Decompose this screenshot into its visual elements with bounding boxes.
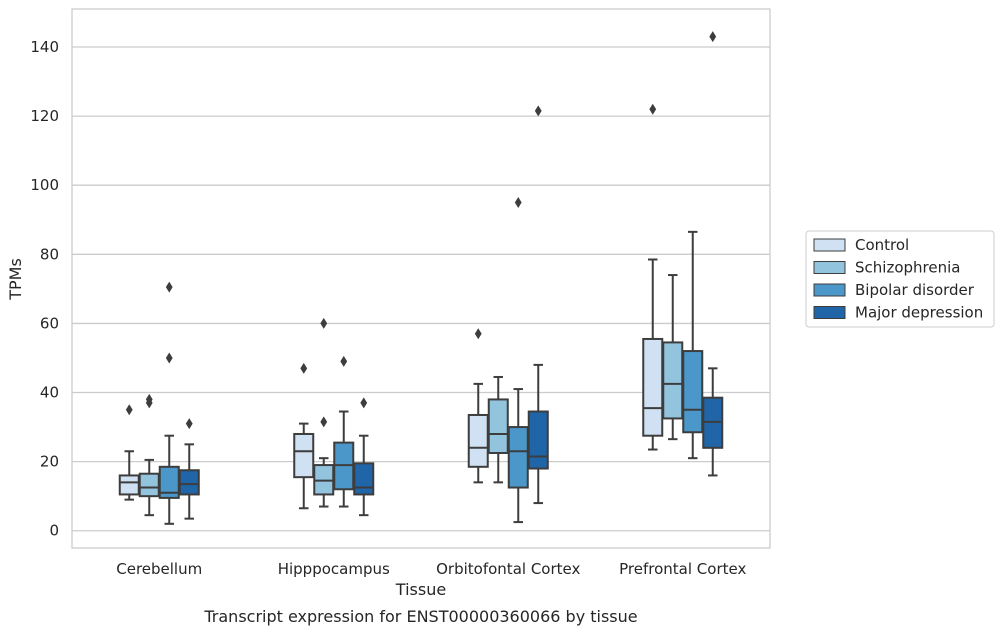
x-tick-label: Hipppocampus: [278, 560, 390, 578]
legend-label: Bipolar disorder: [855, 281, 975, 299]
iqr-box: [138, 472, 160, 498]
outlier-point: [145, 393, 153, 405]
outlier-point: [320, 317, 328, 329]
box-control: [118, 404, 140, 501]
legend-label: Major depression: [855, 304, 983, 322]
outlier-point: [474, 328, 482, 340]
iqr-box: [662, 341, 684, 420]
box-major-depression: [702, 31, 724, 477]
box-control: [642, 103, 664, 451]
x-axis-title: Tissue: [395, 580, 446, 599]
outlier-point: [514, 196, 522, 208]
box-major-depression: [178, 418, 200, 520]
outlier-point: [360, 397, 368, 409]
outlier-point: [165, 281, 173, 293]
x-tick-label: Prefrontal Cortex: [619, 560, 746, 578]
iqr-box: [487, 398, 509, 454]
box-groups: [118, 31, 724, 525]
box-major-depression: [527, 105, 549, 505]
y-tick-labels: 0 20 40 60 80 100 120 140: [30, 38, 59, 540]
iqr-box: [682, 350, 704, 434]
iqr-box: [178, 469, 200, 496]
iqr-box: [507, 426, 529, 489]
box-major-depression: [353, 397, 375, 517]
legend-label: Control: [855, 236, 909, 254]
outlier-point: [320, 416, 328, 428]
outlier-point: [125, 404, 133, 416]
outlier-point: [185, 418, 193, 430]
iqr-box: [467, 413, 489, 468]
box-bipolar-disorder: [507, 196, 529, 524]
x-tick-label: Orbitofontal Cortex: [436, 560, 580, 578]
legend-label: Schizophrenia: [855, 259, 960, 277]
box-schizophrenia: [313, 317, 335, 508]
legend-swatch: [813, 283, 846, 297]
legend-swatch: [813, 261, 846, 274]
legend: Control Schizophrenia Bipolar disorder Majo…: [805, 230, 995, 328]
x-tick-labels: Cerebellum Hipppocampus Orbitofontal Corte…: [116, 560, 746, 578]
box-control: [293, 362, 315, 510]
legend-frame: [805, 230, 995, 328]
iqr-box: [293, 432, 315, 479]
iqr-box: [353, 462, 375, 496]
chart-caption: Transcript expression for ENST0000036006…: [203, 607, 637, 626]
outlier-point: [709, 31, 717, 43]
iqr-box: [118, 474, 140, 496]
legend-items: Control Schizophrenia Bipolar disorder Majo…: [813, 236, 983, 322]
iqr-box: [642, 337, 664, 437]
legend-swatch: [813, 306, 846, 319]
outlier-point: [340, 355, 348, 367]
y-axis-title: TPMs: [6, 258, 25, 301]
iqr-box: [527, 410, 549, 470]
y-tick-label: 40: [40, 384, 59, 402]
y-tick-label: 120: [30, 107, 59, 125]
plot-frame: [71, 8, 771, 549]
box-schizophrenia: [138, 393, 160, 517]
x-tick-label: Cerebellum: [116, 560, 202, 578]
box-schizophrenia: [662, 274, 684, 441]
legend-swatch: [813, 238, 846, 252]
y-tick-label: 100: [30, 176, 59, 194]
outlier-point: [649, 103, 657, 115]
y-tick-label: 80: [40, 245, 59, 263]
box-bipolar-disorder: [682, 230, 704, 460]
y-tick-label: 0: [49, 522, 59, 540]
outlier-point: [534, 105, 542, 117]
outlier-point: [165, 352, 173, 364]
y-tick-label: 140: [30, 38, 59, 56]
y-tick-label: 20: [40, 453, 59, 471]
outlier-point: [300, 362, 308, 374]
y-tick-label: 60: [40, 314, 59, 332]
